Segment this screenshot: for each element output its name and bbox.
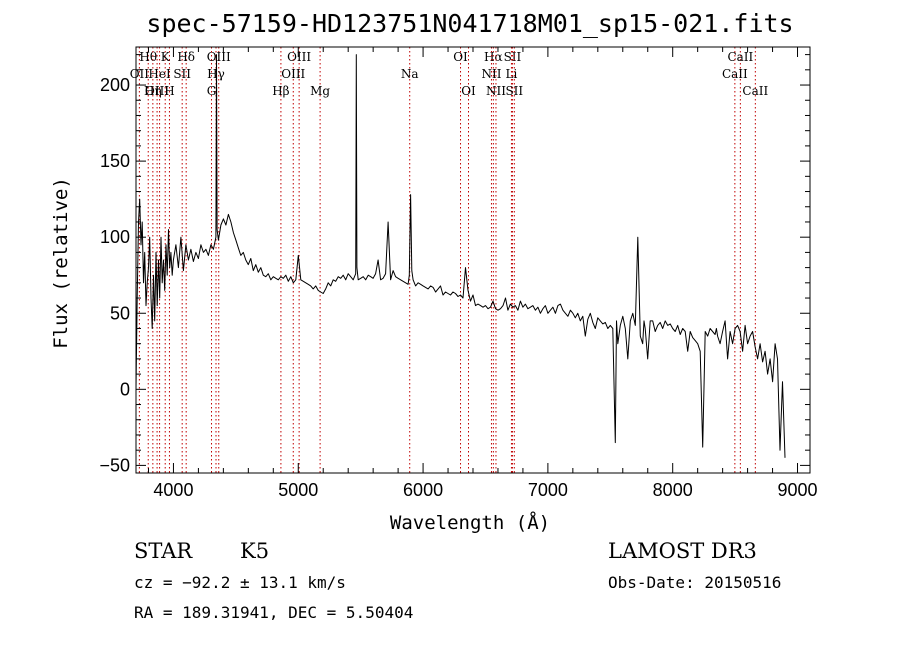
x-tick-label: 5000 (278, 480, 318, 500)
marker-label: Hα (484, 50, 503, 64)
y-tick-label: 100 (100, 227, 130, 247)
marker-label: OIII (287, 50, 311, 64)
x-tick-label: 9000 (777, 480, 817, 500)
survey-name: LAMOST DR3 (608, 539, 757, 563)
object-subclass: K5 (240, 539, 269, 563)
marker-label: OI (461, 84, 476, 98)
x-tick-label: 6000 (403, 480, 443, 500)
marker-label: Hη (144, 84, 162, 98)
marker-label: NII (486, 84, 506, 98)
marker-label: OIII (145, 84, 169, 98)
marker-label: Hθ (139, 50, 157, 64)
marker-label: H (164, 84, 174, 98)
marker-label: SII (173, 67, 191, 81)
x-tick-label: 8000 (653, 480, 693, 500)
marker-label: OIII (207, 50, 231, 64)
coordinates: RA = 189.31941, DEC = 5.50404 (134, 603, 413, 622)
x-tick-label: 7000 (528, 480, 568, 500)
marker-label: Li (506, 67, 518, 81)
plot-frame (135, 46, 811, 474)
y-tick-label: 50 (110, 303, 130, 323)
y-tick-label: 0 (120, 379, 130, 399)
spectrum-series (135, 54, 786, 458)
marker-label: HeI (148, 67, 171, 81)
y-tick-label: 200 (100, 75, 130, 95)
redshift-value: cz = −92.2 ± 13.1 km/s (134, 573, 346, 592)
marker-label: NII (481, 67, 501, 81)
marker-label: CaII (727, 50, 753, 64)
marker-label: CaII (742, 84, 768, 98)
marker-label: K (161, 50, 171, 64)
marker-label: OII (130, 67, 150, 81)
x-axis-label: Wavelength (Å) (390, 511, 550, 534)
spectrum-line (135, 54, 786, 458)
y-axis-label: Flux (relative) (50, 177, 72, 349)
marker-label: OI (453, 50, 468, 64)
y-tick-label: −50 (99, 455, 130, 475)
marker-label: SII (504, 50, 522, 64)
marker-label: CaII (722, 67, 748, 81)
marker-label: Hβ (272, 84, 289, 98)
chart-title: spec-57159-HD123751N041718M01_sp15-021.f… (146, 9, 793, 38)
marker-label: OIII (281, 67, 305, 81)
marker-label: Na (401, 67, 419, 81)
marker-label: Mg (310, 84, 330, 98)
marker-label: SII (505, 84, 523, 98)
object-class: STAR (134, 539, 193, 563)
observation-date: Obs-Date: 20150516 (608, 573, 781, 592)
plot-axes: 4000 5000 6000 7000 8000 9000 −50 0 50 100 150 200 (99, 46, 818, 500)
y-tick-label: 150 (100, 151, 130, 171)
marker-label: G (207, 84, 217, 98)
x-tick-label: 4000 (153, 480, 193, 500)
marker-label: Hδ (177, 50, 195, 64)
